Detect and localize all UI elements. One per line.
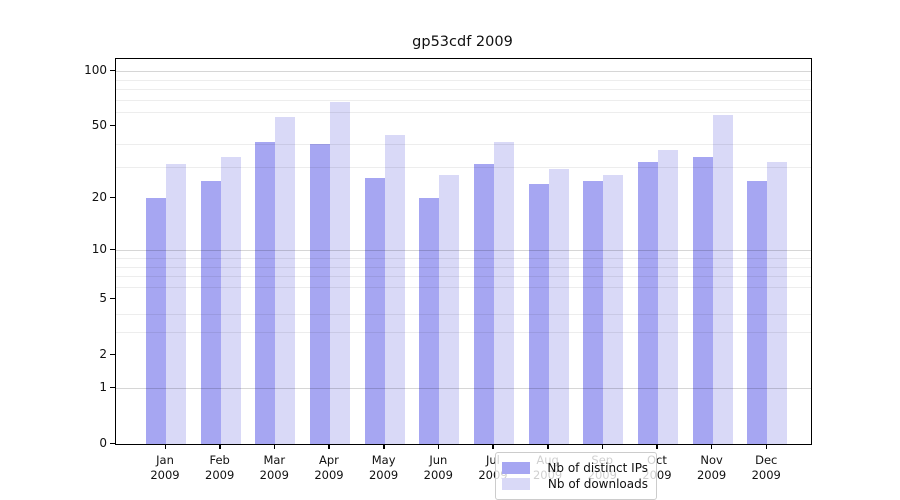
y-tick-label-5: 5 bbox=[99, 291, 107, 306]
chart-title: gp53cdf 2009 bbox=[412, 34, 513, 50]
x-tick-mark-jan bbox=[164, 444, 166, 449]
x-tick-mark-mar bbox=[273, 444, 276, 449]
bar-aug-distinct-ips bbox=[528, 183, 549, 444]
bar-nov-downloads bbox=[712, 114, 733, 444]
y-tick-mark-20 bbox=[110, 196, 115, 198]
bar-aug-downloads bbox=[548, 169, 569, 444]
plot-area: Nb of distinct IPs Nb of downloads bbox=[115, 58, 812, 500]
bar-dec-distinct-ips bbox=[747, 180, 768, 444]
gridline-70 bbox=[116, 99, 811, 101]
gridline-60 bbox=[116, 111, 811, 113]
y-tick-label-1: 1 bbox=[99, 380, 107, 394]
legend-label-downloads: Nb of downloads bbox=[547, 477, 648, 491]
bar-mar-distinct-ips bbox=[255, 142, 276, 444]
y-tick-mark-100 bbox=[110, 69, 115, 72]
gridline-4 bbox=[116, 313, 811, 315]
legend-swatch-distinct-ips bbox=[502, 462, 530, 474]
x-tick-label-mar: Mar 2009 bbox=[259, 453, 289, 482]
y-tick-label-10: 10 bbox=[91, 242, 107, 257]
bar-nov-distinct-ips bbox=[692, 156, 713, 444]
bar-apr-distinct-ips bbox=[309, 144, 330, 444]
gridline-6 bbox=[116, 286, 811, 288]
x-tick-mark-sep bbox=[601, 444, 604, 449]
x-tick-label-jun: Jun 2009 bbox=[423, 453, 453, 482]
gridline-8 bbox=[116, 266, 811, 268]
bar-jul-downloads bbox=[493, 142, 514, 444]
bar-apr-downloads bbox=[329, 101, 350, 444]
x-tick-mark-oct bbox=[656, 444, 658, 449]
y-tick-label-0: 0 bbox=[99, 436, 107, 450]
bar-mar-downloads bbox=[275, 117, 296, 444]
y-tick-label-50: 50 bbox=[91, 118, 107, 133]
bar-jan-downloads bbox=[166, 164, 186, 444]
bar-sep-distinct-ips bbox=[583, 180, 604, 444]
bar-dec-downloads bbox=[767, 161, 788, 444]
x-tick-mark-aug bbox=[547, 444, 549, 449]
y-tick-mark-2 bbox=[110, 353, 115, 356]
bar-oct-downloads bbox=[657, 150, 678, 444]
bar-jan-distinct-ips bbox=[146, 198, 166, 444]
bar-oct-distinct-ips bbox=[637, 161, 658, 444]
bar-jun-downloads bbox=[439, 174, 460, 444]
gridline-30 bbox=[116, 166, 811, 168]
y-tick-mark-50 bbox=[110, 124, 115, 127]
y-tick-mark-10 bbox=[110, 248, 115, 251]
x-tick-mark-dec bbox=[765, 444, 768, 449]
y-tick-mark-5 bbox=[110, 297, 115, 300]
gridline-40 bbox=[116, 144, 811, 146]
y-tick-mark-0 bbox=[110, 442, 115, 444]
gridline-7 bbox=[116, 276, 811, 278]
bar-sep-downloads bbox=[603, 174, 624, 444]
legend: Nb of distinct IPs Nb of downloads bbox=[495, 452, 657, 500]
bar-feb-downloads bbox=[220, 156, 241, 444]
x-tick-label-nov: Nov 2009 bbox=[696, 453, 727, 482]
bar-jun-distinct-ips bbox=[419, 198, 440, 444]
gridline-10 bbox=[116, 250, 811, 252]
gridline-9 bbox=[116, 258, 811, 259]
x-tick-label-feb: Feb 2009 bbox=[205, 453, 235, 482]
x-tick-label-dec: Dec 2009 bbox=[751, 453, 781, 482]
gridline-1 bbox=[116, 388, 811, 389]
gridline-80 bbox=[116, 89, 811, 91]
y-tick-mark-1 bbox=[110, 386, 115, 388]
bar-feb-distinct-ips bbox=[200, 180, 221, 444]
bar-jul-distinct-ips bbox=[473, 164, 494, 444]
x-tick-label-may: May 2009 bbox=[368, 453, 399, 482]
x-tick-mark-jun bbox=[437, 444, 440, 449]
bar-may-downloads bbox=[384, 134, 405, 444]
y-tick-label-100: 100 bbox=[84, 63, 107, 78]
x-tick-mark-feb bbox=[219, 444, 221, 449]
x-tick-label-jan: Jan 2009 bbox=[150, 453, 180, 482]
gridline-90 bbox=[116, 79, 811, 81]
x-tick-mark-may bbox=[383, 444, 385, 449]
bar-may-distinct-ips bbox=[364, 177, 385, 444]
y-tick-label-2: 2 bbox=[99, 347, 107, 362]
x-tick-mark-jul bbox=[492, 444, 494, 449]
legend-item-downloads: Nb of downloads bbox=[502, 477, 648, 491]
gridline-100 bbox=[116, 71, 811, 73]
gridline-3 bbox=[116, 332, 811, 334]
x-tick-label-apr: Apr 2009 bbox=[314, 453, 344, 482]
y-tick-label-20: 20 bbox=[91, 190, 107, 205]
legend-item-distinct-ips: Nb of distinct IPs bbox=[502, 461, 648, 475]
x-tick-mark-apr bbox=[328, 444, 330, 449]
legend-label-distinct-ips: Nb of distinct IPs bbox=[547, 461, 648, 475]
legend-swatch-downloads bbox=[502, 478, 530, 490]
x-tick-mark-nov bbox=[711, 444, 713, 449]
